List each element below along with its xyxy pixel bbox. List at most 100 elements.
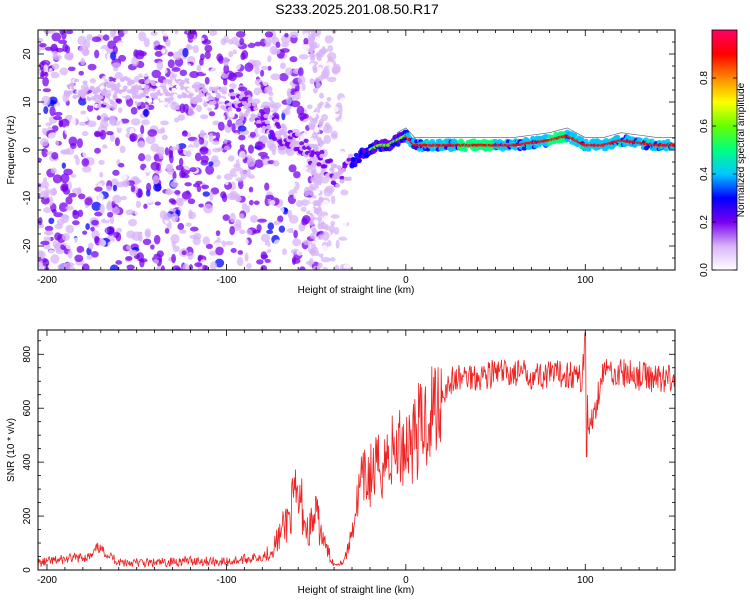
- spectrogram-cell: [269, 199, 276, 206]
- spectrogram-cell: [299, 266, 306, 270]
- spectrogram-cell: [315, 52, 321, 59]
- spectrogram-cell: [321, 231, 330, 241]
- spectrogram-cell: [347, 90, 356, 96]
- spectrogram-cell: [309, 46, 315, 53]
- spectrogram-cell: [314, 36, 320, 43]
- spectrogram-cell: [292, 238, 302, 247]
- spectrogram-cell: [90, 178, 99, 185]
- spectrogram-cell: [257, 218, 267, 223]
- spectrogram-cell: [53, 212, 64, 218]
- spectrogram-cell: [127, 161, 133, 170]
- spectrogram-cell: [221, 193, 228, 203]
- snr-x-tick-label: -200: [37, 575, 57, 586]
- spectrogram-cell: [279, 72, 289, 82]
- spectrogram-cell: [106, 200, 114, 210]
- spectrogram-cell: [171, 81, 177, 86]
- spectrogram-cell: [329, 257, 336, 262]
- spectrogram-cell: [309, 219, 315, 226]
- spectrogram-cell: [273, 118, 279, 123]
- spectrogram-cell: [111, 62, 122, 68]
- spectrogram-cell: [50, 71, 60, 79]
- spectrogram-cell: [315, 187, 321, 194]
- spectrogram-cell: [167, 51, 174, 57]
- spectrogram-cell: [165, 92, 171, 97]
- spectrogram-cell: [452, 139, 458, 144]
- spectrogram-cell: [300, 199, 310, 207]
- spectrogram-cell: [201, 184, 210, 190]
- spectrogram-cell: [147, 129, 158, 137]
- spectrogram-cell: [358, 212, 366, 217]
- spectrogram-cell: [62, 233, 71, 241]
- spectrogram-cell: [94, 49, 100, 59]
- spectrogram-cell: [101, 75, 110, 83]
- spectrogram-cell: [99, 48, 107, 54]
- spectrogram-cell: [51, 208, 57, 214]
- spectrogram-cell: [244, 62, 254, 72]
- spectrogram-cell: [64, 262, 75, 267]
- spectrogram-cell: [247, 97, 253, 102]
- spectrogram-cell: [101, 144, 108, 149]
- spectrogram-cell: [153, 183, 162, 192]
- spectrogram-cell: [145, 135, 156, 145]
- spectrogram-cell: [38, 157, 43, 162]
- spectrogram-cell: [99, 204, 105, 214]
- spectrogram-cell: [345, 141, 354, 150]
- spectrogram-cell: [61, 59, 70, 65]
- spectrogram-cell: [222, 214, 230, 221]
- spectrogram-cell: [220, 38, 227, 46]
- spectrogram-cell: [144, 166, 151, 173]
- spectrogram-cell: [327, 158, 334, 163]
- spectrogram-cell: [318, 75, 324, 82]
- spectrogram-cell: [228, 50, 234, 58]
- spectrogram-cell: [200, 259, 207, 264]
- spectrogram-cell: [39, 190, 50, 199]
- spectrogram-cell: [147, 97, 153, 103]
- spectrogram-cell: [281, 248, 288, 256]
- spectrogram-x-tick-label: 100: [577, 275, 594, 286]
- spectrogram-cell: [248, 186, 254, 193]
- spectrogram-cell: [279, 171, 284, 177]
- spectrogram-cell: [172, 51, 182, 61]
- spectrogram-cell: [102, 34, 110, 41]
- spectrogram-cell: [251, 102, 258, 107]
- spectrogram-cell: [313, 172, 319, 179]
- spectrogram-cell: [338, 236, 348, 241]
- spectrogram-cell: [213, 200, 221, 205]
- spectrogram-cell: [261, 101, 271, 109]
- spectrogram-cell: [246, 228, 253, 235]
- spectrogram-cell: [349, 180, 357, 185]
- spectrogram-cell: [152, 95, 158, 100]
- spectrogram-cell: [154, 201, 161, 206]
- spectrogram-cell: [350, 49, 356, 55]
- spectrogram-cell: [232, 132, 240, 138]
- spectrogram-cell: [235, 31, 246, 38]
- spectrogram-cell: [156, 60, 164, 71]
- spectrogram-cell: [223, 145, 230, 151]
- spectrogram-cell: [330, 214, 340, 219]
- spectrogram-cell: [238, 86, 248, 92]
- spectrogram-cell: [115, 78, 121, 84]
- spectrogram-cell: [195, 180, 203, 185]
- spectrogram-cell: [235, 158, 240, 168]
- spectrogram-cell: [272, 48, 281, 55]
- spectrogram-cell: [181, 191, 192, 200]
- spectrogram-cell: [70, 173, 77, 179]
- spectrogram-cell: [340, 189, 349, 196]
- spectrogram-cell: [210, 67, 220, 76]
- spectrogram-cell: [171, 253, 176, 264]
- spectrogram-cell: [266, 124, 272, 130]
- spectrogram-cell: [120, 195, 128, 201]
- spectrogram-cell: [289, 56, 298, 63]
- spectrogram-cell: [209, 30, 218, 37]
- spectrogram-cell: [294, 140, 301, 146]
- spectrogram-cell: [65, 242, 73, 250]
- spectrogram-cell: [130, 107, 138, 115]
- spectrogram-cell: [52, 54, 63, 61]
- spectrogram-cell: [94, 235, 100, 244]
- spectrogram-cell: [364, 216, 372, 221]
- spectrogram-cell: [247, 144, 254, 154]
- spectrogram-cell: [272, 249, 283, 255]
- spectrogram-cell: [218, 97, 224, 103]
- spectrogram-cell: [268, 96, 273, 101]
- spectrogram-cell: [185, 150, 192, 158]
